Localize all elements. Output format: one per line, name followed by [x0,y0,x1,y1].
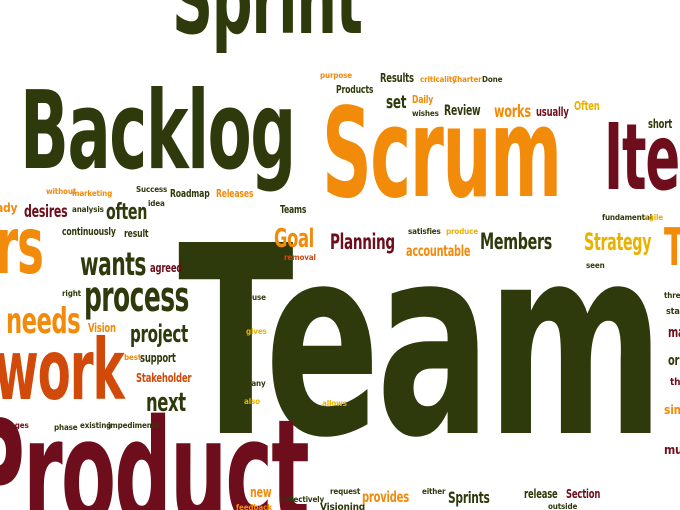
word-often: often [106,200,148,225]
word-request: request [330,487,361,496]
word-usually: usually [536,105,569,119]
word-phase: phase [54,423,78,432]
word-purpose: purpose [320,71,352,80]
word-existing: existing [80,421,112,430]
word-products: Products [336,83,374,96]
word-release: release [524,487,558,501]
word-review: Review [444,103,481,119]
word-many: many [244,379,266,388]
word-process: process [84,272,189,321]
word-t-edge: T [664,222,680,274]
word-vision: Vision [88,321,116,335]
word-done: Done [482,75,503,84]
word-roadmap: Roadmap [170,187,210,200]
word-sim-edge: sim [664,403,680,417]
word-also: also [244,397,260,406]
word-gives: gives [246,327,267,336]
word-provides: provides [362,488,409,506]
word-result: result [124,227,149,240]
word-impediments: impediments [108,421,160,430]
word-success: Success [136,185,168,194]
word-needs: needs [6,301,81,342]
word-wants: wants [80,245,146,283]
word-short: short [648,117,673,131]
word-allows: allows [322,399,347,408]
word-goal: Goal [274,224,314,254]
word-mu-edge: mu [664,443,680,457]
word-ady: ady [0,201,18,215]
word-get: get [244,264,264,283]
word-feedback: feedback [236,503,272,510]
word-set: set [386,92,407,113]
word-analysis: analysis [72,205,104,214]
word-sprint: Sprint [172,0,363,56]
word-releases: Releases [216,187,254,200]
word-work: work [0,321,125,419]
word-seen: seen [586,261,605,270]
word-use: use [252,293,266,302]
word-or-edge: or [668,353,680,369]
word-product: Product [0,388,310,510]
word-outside: outside [548,502,578,510]
word-satisfies: satisfies [408,227,441,236]
word-results: Results [380,71,414,85]
word-fundamental: fundamental [602,213,652,222]
word-desires: desires [24,202,68,222]
word-team: Team [178,190,664,495]
word-backlog: Backlog [20,69,296,194]
word-sprints: Sprints [448,488,490,507]
word-ma-edge: ma [668,325,680,341]
word-works: works [494,102,531,122]
word-strategy: Strategy [584,228,652,256]
word-changes: changes [0,421,29,430]
word-continuously: continuously [62,225,116,238]
word-daily: Daily [412,93,434,106]
word-produce: produce [446,227,478,236]
word-marketing: marketing [72,189,113,198]
word-sta-edge: sta [666,307,680,317]
word-criticality: criticality [420,75,457,84]
word-members: Members [480,230,552,255]
word-ite: Ite [604,104,680,211]
word-agile: agile [644,213,664,222]
word-next: next [146,388,186,418]
word-often2: Often [574,99,600,113]
word-charter: Charter [452,75,482,84]
word-project: project [130,320,188,348]
word-accountable: accountable [406,242,471,260]
word-three: three [664,291,680,300]
word-scrum: Scrum [322,82,562,226]
word-visioning: Visioning [320,502,366,510]
word-without: without [46,187,77,196]
word-best: best [124,353,142,362]
word-removal: removal [284,253,316,262]
word-teams: Teams [280,203,307,216]
word-support: support [140,351,176,365]
word-thi-edge: thi [670,377,680,388]
word-wishes: wishes [412,109,439,118]
word-collectively: collectively [280,495,325,504]
word-either: either [422,487,446,496]
word-idea: idea [148,199,165,208]
word-right: right [62,289,81,298]
word-section: Section [566,487,601,501]
word-planning: Planning [330,230,395,254]
word-new: new [250,485,272,501]
word-rs: rs [0,202,44,292]
word-agreed: agreed [150,261,183,275]
word-stakeholder: Stakeholder [136,371,192,385]
